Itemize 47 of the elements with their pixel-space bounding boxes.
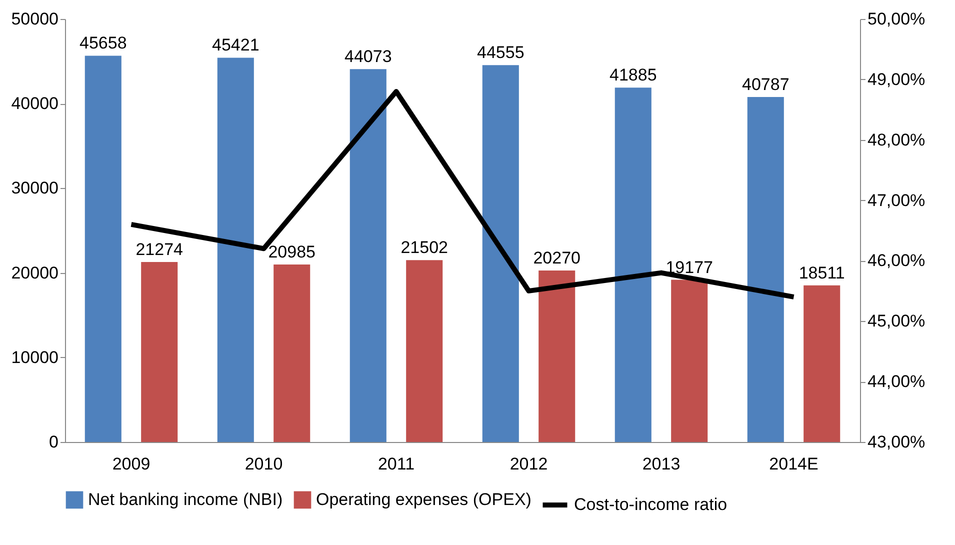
data-label: 45421 [212, 36, 260, 55]
y2-tick-label: 49,00% [868, 70, 926, 89]
data-label: 19177 [666, 258, 713, 277]
data-label: 40787 [742, 74, 790, 94]
data-label: 18511 [798, 263, 845, 282]
y-tick-label: 40000 [11, 94, 58, 114]
y-tick-label: 20000 [11, 263, 58, 282]
data-label: 45658 [80, 34, 127, 53]
x-tick-label: 2010 [244, 454, 283, 474]
y2-tick-label: 43,00% [868, 432, 926, 452]
x-tick-label: 2009 [112, 454, 150, 474]
bar [274, 264, 310, 442]
bar [84, 56, 122, 442]
y2-tick-label: 50,00% [868, 10, 926, 28]
bar [350, 69, 386, 442]
data-label: 21274 [136, 240, 183, 260]
bar [406, 260, 443, 442]
data-label: 44073 [344, 47, 392, 66]
bar [141, 262, 178, 442]
y-tick-label: 30000 [11, 178, 58, 198]
legend-label: Net banking income (NBI) [88, 490, 283, 509]
y2-tick-label: 47,00% [868, 190, 926, 210]
bar [614, 88, 652, 442]
data-label: 20270 [533, 248, 580, 268]
bar [747, 96, 784, 442]
y2-tick-label: 45,00% [868, 312, 926, 331]
data-label: 20985 [268, 242, 316, 262]
y2-tick-label: 46,00% [868, 251, 926, 270]
data-label: 41885 [610, 66, 657, 85]
x-tick-label: 2012 [510, 454, 548, 474]
bar [671, 280, 708, 442]
bar [538, 270, 576, 442]
bar [482, 65, 519, 442]
data-label: 21502 [400, 238, 448, 258]
y-tick-label: 0 [49, 432, 58, 452]
x-tick-label: 2014E [769, 454, 818, 474]
legend-label: Cost-to-income ratio [574, 495, 728, 514]
x-tick-label: 2011 [378, 454, 415, 474]
data-label: 44555 [477, 43, 524, 62]
x-tick-label: 2013 [642, 454, 680, 474]
y-tick-label: 50000 [11, 10, 58, 28]
y2-tick-label: 48,00% [868, 130, 926, 150]
bar [804, 285, 840, 442]
y2-tick-label: 44,00% [868, 372, 926, 392]
bar [217, 58, 254, 442]
y-tick-label: 10000 [11, 348, 58, 367]
legend-label: Operating expenses (OPEX) [316, 490, 532, 509]
